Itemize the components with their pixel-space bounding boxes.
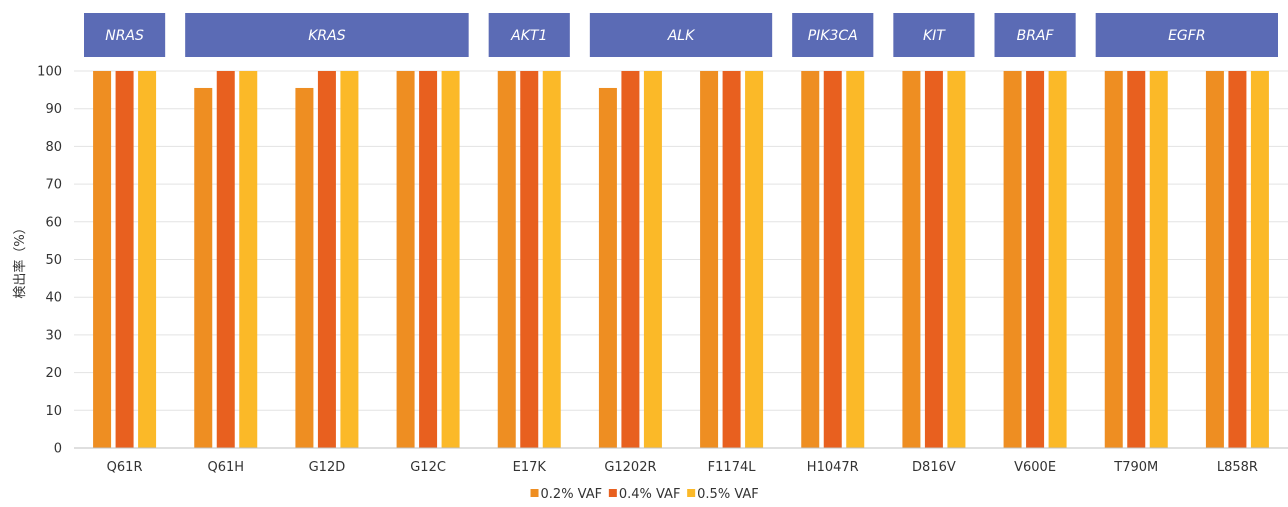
x-tick-q61r: Q61R [107,460,143,475]
gene-header-label-nras: NRAS [105,28,144,44]
legend-swatch-0-2-vaf [530,489,539,497]
x-tick-g1202r: G1202R [604,460,656,475]
gene-header-label-alk: ALK [667,28,696,44]
x-tick-q61h: Q61H [207,460,244,475]
x-tick-d816v: D816V [912,460,956,475]
bar-f1174l-0-5-vaf [745,71,764,448]
gene-header-label-pik3ca: PIK3CA [808,28,858,44]
y-tick-40: 40 [45,291,62,306]
y-tick-80: 80 [45,140,62,155]
bar-f1174l-0-4-vaf [722,71,741,448]
bar-g12c-0-5-vaf [441,71,460,448]
bar-l858r-0-4-vaf [1228,71,1247,448]
bar-f1174l-0-2-vaf [700,71,719,448]
gene-header-kit [893,13,975,57]
x-tick-e17k: E17K [513,460,547,475]
bar-q61r-0-5-vaf [138,71,157,448]
x-tick-g12c: G12C [410,460,446,475]
gene-header-label-braf: BRAF [1017,28,1055,44]
gridlines [74,70,1288,411]
bar-g12d-0-5-vaf [340,71,359,448]
bar-g1202r-0-2-vaf [598,87,617,448]
bar-h1047r-0-4-vaf [823,71,842,448]
y-axis-label: 検出率（%） [12,221,28,298]
gene-header-label-kras: KRAS [308,28,345,44]
gene-headers: NRAS KRAS AKT1 ALK PIK3CA KIT BRAF EGFR [84,13,1278,57]
bar-g12c-0-2-vaf [396,71,415,448]
bar-v600e-0-2-vaf [1003,71,1022,448]
bar-g12c-0-4-vaf [419,71,438,448]
bar-g1202r-0-5-vaf [643,71,662,448]
bar-d816v-0-2-vaf [902,71,921,448]
legend-swatch-0-5-vaf [687,489,696,497]
bar-q61h-0-2-vaf [194,87,213,448]
gene-header-egfr [1095,13,1278,57]
gene-header-label-kit: KIT [923,28,946,44]
bar-t790m-0-4-vaf [1127,71,1146,448]
bar-q61h-0-5-vaf [239,71,258,448]
y-tick-100: 100 [37,65,62,80]
gene-header-nras [84,13,166,57]
bar-v600e-0-4-vaf [1026,71,1045,448]
y-tick-10: 10 [45,404,62,419]
gene-header-braf [994,13,1076,57]
gene-header-label-akt1: AKT1 [510,28,547,44]
bar-q61h-0-4-vaf [216,71,235,448]
x-tick-t790m: T790M [1113,460,1158,475]
legend-label-0-2-vaf: 0.2% VAF [541,487,603,502]
y-tick-50: 50 [45,253,62,268]
bar-l858r-0-5-vaf [1250,71,1269,448]
bar-g1202r-0-4-vaf [621,71,640,448]
gene-header-kras [185,13,469,57]
bar-e17k-0-2-vaf [497,71,516,448]
legend-swatch-0-4-vaf [608,489,617,497]
x-tick-g12d: G12D [309,460,346,475]
bar-e17k-0-5-vaf [542,71,561,448]
x-tick-f1174l: F1174L [708,460,757,475]
bar-h1047r-0-2-vaf [801,71,820,448]
gene-header-alk [589,13,773,57]
gene-header-pik3ca [792,13,874,57]
y-tick-0: 0 [54,442,62,457]
bar-t790m-0-5-vaf [1149,71,1168,448]
legend: 0.2% VAF 0.4% VAF 0.5% VAF [530,487,759,502]
bar-q61r-0-4-vaf [115,71,134,448]
legend-label-0-5-vaf: 0.5% VAF [697,487,759,502]
bar-d816v-0-4-vaf [924,71,943,448]
bar-l858r-0-2-vaf [1205,71,1224,448]
legend-label-0-4-vaf: 0.4% VAF [619,487,681,502]
bar-g12d-0-2-vaf [295,87,314,448]
bar-g12d-0-4-vaf [317,71,336,448]
gene-header-akt1 [488,13,570,57]
x-tick-h1047r: H1047R [807,460,859,475]
bar-t790m-0-2-vaf [1104,71,1123,448]
y-tick-60: 60 [45,215,62,230]
x-tick-l858r: L858R [1217,460,1258,475]
bar-q61r-0-2-vaf [93,71,112,448]
x-axis-ticks: Q61R Q61H G12D G12C E17K G1202R F1174L H1047R D8… [107,460,1258,475]
y-tick-90: 90 [45,102,62,117]
bar-e17k-0-4-vaf [520,71,539,448]
bar-d816v-0-5-vaf [947,71,966,448]
y-tick-20: 20 [45,366,62,381]
y-axis-ticks: 0 10 20 30 40 50 60 70 80 90 100 [37,65,62,457]
bar-h1047r-0-5-vaf [846,71,865,448]
bar-v600e-0-5-vaf [1048,71,1067,448]
y-tick-70: 70 [45,178,62,193]
gene-header-label-egfr: EGFR [1168,28,1205,44]
y-tick-30: 30 [45,328,62,343]
bars [93,71,1269,448]
x-tick-v600e: V600E [1014,460,1056,475]
